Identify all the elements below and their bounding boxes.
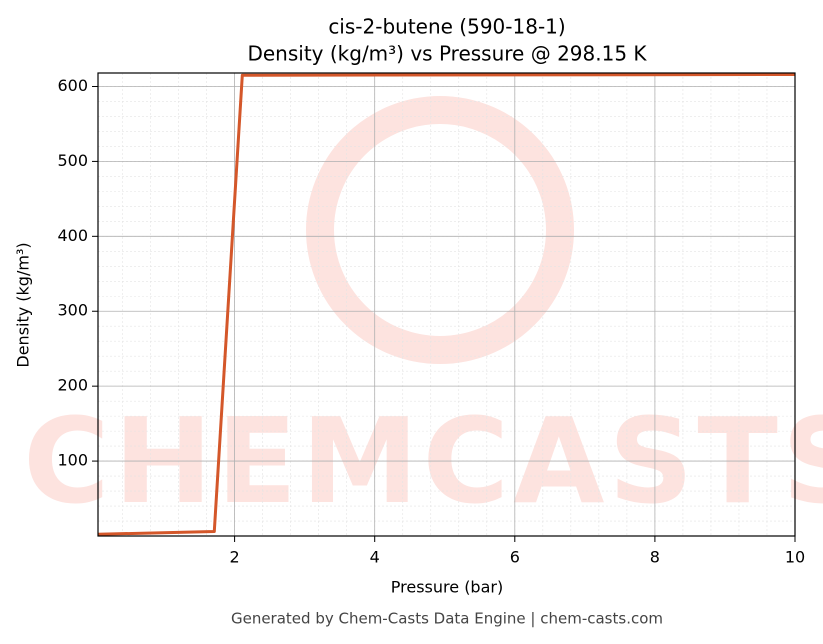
y-tick-label: 300 bbox=[57, 301, 88, 320]
x-tick-label: 10 bbox=[785, 548, 805, 567]
chart-subtitle: Density (kg/m³) vs Pressure @ 298.15 K bbox=[247, 42, 647, 66]
data-line bbox=[97, 72, 796, 536]
footer: Generated by Chem-Casts Data Engine | ch… bbox=[231, 610, 663, 628]
x-tick-label: 4 bbox=[370, 548, 380, 567]
x-tick-label: 6 bbox=[510, 548, 520, 567]
x-axis-label: Pressure (bar) bbox=[391, 578, 503, 597]
x-tick-label: 2 bbox=[230, 548, 240, 567]
x-tick-label: 8 bbox=[650, 548, 660, 567]
chart-title: cis-2-butene (590-18-1) bbox=[328, 15, 565, 39]
watermark-logo bbox=[306, 96, 574, 364]
y-axis-label: Density (kg/m³) bbox=[14, 242, 33, 367]
y-tick-label: 200 bbox=[57, 376, 88, 395]
y-tick-label: 600 bbox=[57, 76, 88, 95]
plot-frame bbox=[97, 72, 796, 537]
y-tick-label: 400 bbox=[57, 226, 88, 245]
y-tick-label: 100 bbox=[57, 451, 88, 470]
y-tick-label: 500 bbox=[57, 151, 88, 170]
